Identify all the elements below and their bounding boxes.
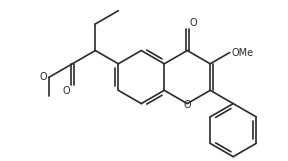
Text: OMe: OMe [232,47,254,57]
Text: O: O [40,72,48,82]
Text: O: O [183,99,191,110]
Text: O: O [63,86,70,96]
Text: O: O [189,18,197,28]
